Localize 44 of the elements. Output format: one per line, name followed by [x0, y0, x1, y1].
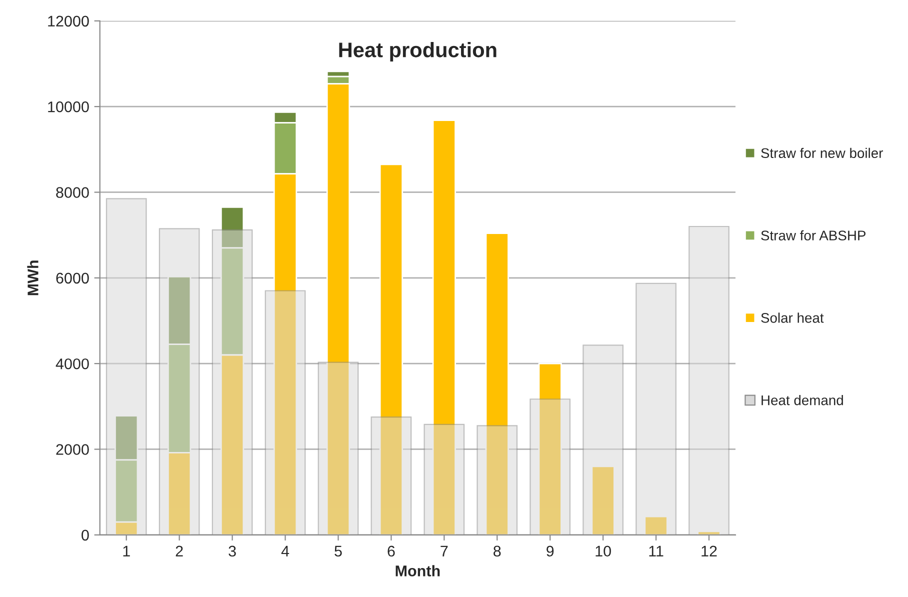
y-tick-label: 0 [82, 530, 89, 541]
bar [318, 362, 359, 535]
x-tick-label: 2 [176, 546, 183, 556]
y-axis-title: MWh [27, 260, 38, 296]
x-tick-label: 8 [494, 546, 501, 557]
bar [591, 466, 615, 535]
legend-label: Heat demand [762, 395, 843, 406]
y-tick-label: 2000 [56, 444, 89, 455]
x-tick-label: 4 [281, 546, 290, 556]
text: Heat production [339, 42, 496, 62]
y-tick-label: 12000 [48, 16, 89, 27]
x-axis-title: Month [396, 565, 440, 576]
bar [582, 344, 624, 535]
x-tick-label: 5 [334, 546, 342, 557]
bar [688, 226, 730, 535]
bar [538, 362, 562, 535]
bar [424, 424, 465, 535]
bar [212, 229, 253, 535]
x-tick-label: 6 [388, 546, 395, 557]
legend-label: Straw for ABSHP [761, 230, 866, 240]
x-tick-label: 12 [702, 546, 717, 556]
x-tick-label: 7 [440, 546, 448, 556]
bar [106, 198, 147, 535]
bar [432, 120, 456, 535]
x-tick-label: 3 [228, 546, 236, 557]
bar [485, 232, 509, 535]
y-tick-label: 6000 [56, 272, 89, 284]
y-tick-label: 10000 [48, 101, 89, 112]
x-tick-label: 11 [649, 546, 664, 556]
x-tick-label: 1 [123, 546, 130, 556]
bar [370, 416, 412, 535]
bar [264, 290, 306, 535]
x-tick-label: 10 [596, 546, 611, 557]
bar [644, 516, 668, 535]
bar [379, 164, 404, 535]
bar [158, 228, 200, 535]
bar [636, 282, 676, 535]
y-tick-label: 4000 [56, 358, 89, 370]
bar [476, 425, 518, 535]
legend-label: Straw for new boiler [761, 148, 883, 158]
y-tick-label: 8000 [56, 187, 89, 198]
legend-label: Solar heat [761, 312, 824, 323]
x-tick-label: 9 [546, 546, 554, 557]
bar [530, 398, 571, 535]
